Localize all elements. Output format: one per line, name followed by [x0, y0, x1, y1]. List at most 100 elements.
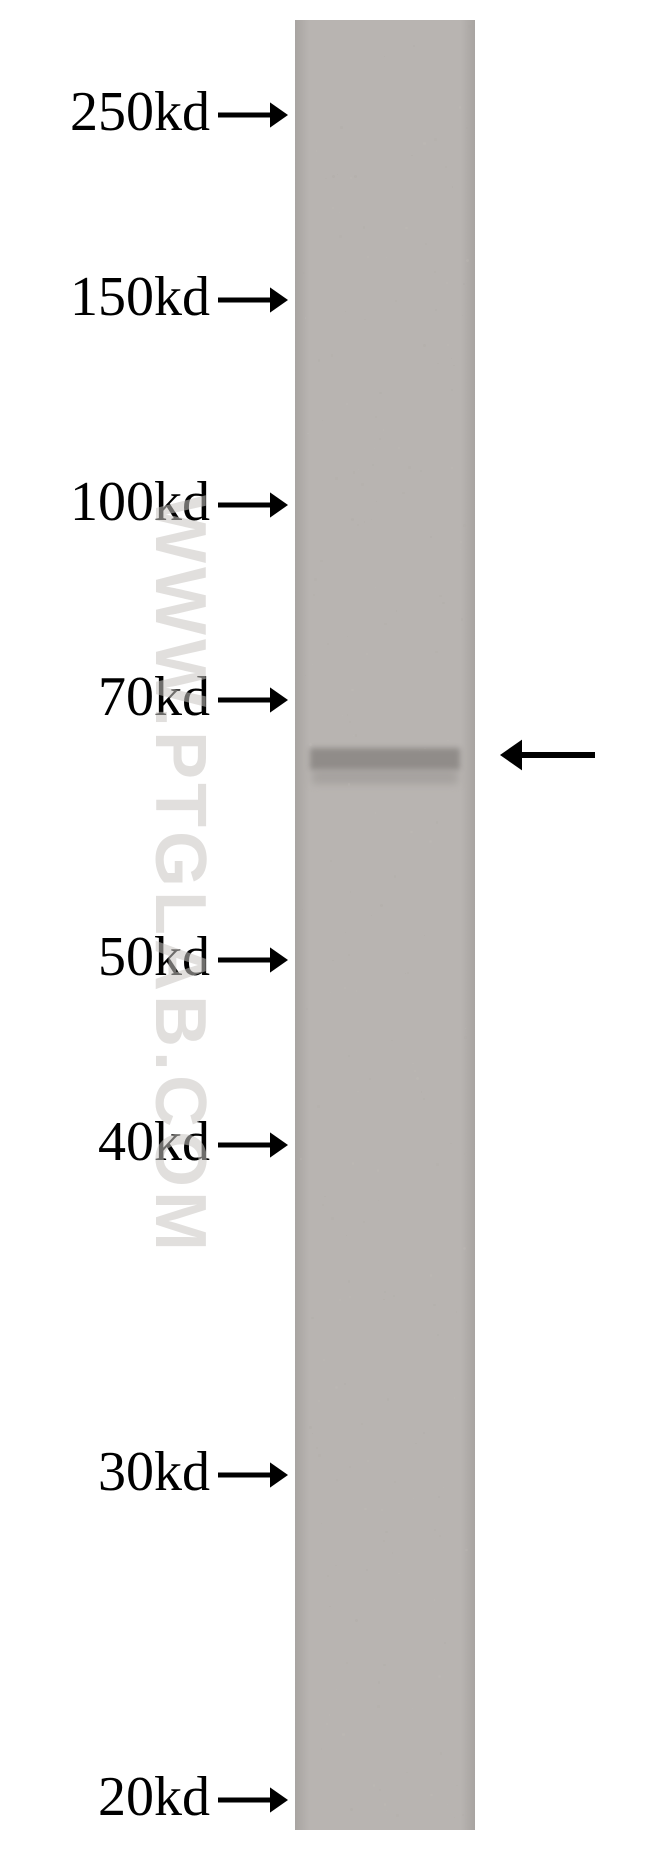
- marker-arrow-icon: [218, 942, 288, 978]
- grain-dot: [385, 1531, 387, 1533]
- marker-arrow-icon: [218, 282, 288, 318]
- grain-dot: [336, 1479, 338, 1481]
- grain-dot: [402, 492, 404, 494]
- grain-dot: [439, 1535, 441, 1537]
- grain-dot: [383, 1299, 384, 1300]
- marker-label: 150kd: [70, 265, 210, 329]
- marker-label: 20kd: [98, 1765, 210, 1829]
- grain-dot: [318, 1454, 321, 1457]
- grain-dot: [413, 45, 414, 46]
- grain-dot: [379, 392, 382, 395]
- watermark-text: WWW.PTGLAB.COM: [139, 425, 221, 1325]
- grain-dot: [305, 675, 306, 676]
- grain-dot: [438, 1675, 441, 1678]
- grain-dot: [332, 960, 333, 961]
- grain-dot: [317, 1105, 320, 1108]
- grain-dot: [435, 309, 437, 311]
- grain-dot: [375, 416, 377, 418]
- marker-arrow-icon: [218, 682, 288, 718]
- grain-dot: [373, 1784, 376, 1787]
- grain-dot: [332, 207, 334, 209]
- marker-arrow-icon: [218, 487, 288, 523]
- grain-dot: [325, 178, 326, 179]
- grain-dot: [423, 1432, 425, 1434]
- grain-dot: [366, 1569, 368, 1571]
- grain-dot: [411, 155, 413, 157]
- grain-dot: [408, 466, 411, 469]
- marker-arrow-icon: [218, 1782, 288, 1818]
- protein-band-0: [310, 748, 460, 770]
- marker-label: 40kd: [98, 1110, 210, 1174]
- grain-dot: [350, 891, 351, 892]
- marker-label: 100kd: [70, 470, 210, 534]
- grain-dot: [378, 1200, 379, 1201]
- marker-label: 30kd: [98, 1440, 210, 1504]
- grain-dot: [361, 1423, 363, 1425]
- marker-arrow-icon: [218, 97, 288, 133]
- blot-lane: [295, 20, 475, 1830]
- marker-label: 70kd: [98, 665, 210, 729]
- grain-dot: [366, 653, 368, 655]
- grain-dot: [430, 536, 432, 538]
- grain-dot: [383, 1664, 385, 1666]
- grain-dot: [344, 1383, 346, 1385]
- grain-dot: [335, 477, 338, 480]
- grain-dot: [444, 1642, 446, 1644]
- grain-dot: [445, 166, 447, 168]
- grain-dot: [463, 524, 466, 527]
- grain-dot: [433, 1304, 435, 1306]
- grain-dot: [348, 1280, 351, 1283]
- grain-dot: [384, 1291, 386, 1293]
- grain-dot: [384, 623, 386, 625]
- grain-dot: [437, 1334, 439, 1336]
- grain-dot: [463, 1247, 466, 1250]
- grain-dot: [461, 618, 463, 620]
- grain-dot: [351, 689, 353, 691]
- grain-dot: [436, 821, 438, 823]
- grain-dot: [374, 448, 375, 449]
- grain-dot: [364, 319, 365, 320]
- grain-dot: [405, 973, 406, 974]
- grain-dot: [425, 243, 427, 245]
- grain-dot: [466, 127, 468, 129]
- grain-dot: [300, 1500, 301, 1501]
- marker-label: 250kd: [70, 80, 210, 144]
- blot-container: 250kd 150kd 100kd 70kd 50kd 40kd 30kd 20…: [0, 0, 650, 1855]
- grain-dot: [330, 860, 332, 862]
- grain-dot: [406, 1772, 407, 1773]
- grain-dot: [342, 1733, 345, 1736]
- grain-dot: [347, 714, 349, 716]
- grain-dot: [348, 783, 351, 786]
- grain-dot: [447, 344, 449, 346]
- grain-dot: [456, 1311, 457, 1312]
- grain-dot: [416, 1077, 419, 1080]
- grain-dot: [318, 1400, 320, 1402]
- grain-dot: [309, 743, 312, 746]
- grain-dot: [357, 1091, 358, 1092]
- grain-dot: [322, 1204, 323, 1205]
- grain-dot: [434, 271, 436, 273]
- grain-dot: [331, 1217, 334, 1220]
- grain-dot: [345, 311, 346, 312]
- grain-dot: [351, 518, 354, 521]
- grain-dot: [420, 470, 422, 472]
- grain-dot: [429, 840, 432, 843]
- grain-dot: [330, 992, 331, 993]
- grain-dot: [377, 1705, 380, 1708]
- grain-dot: [307, 433, 308, 434]
- result-arrow: [500, 733, 595, 777]
- grain-dot: [321, 1748, 322, 1749]
- grain-dot: [434, 138, 437, 141]
- grain-dot: [361, 483, 363, 485]
- grain-dot: [350, 1808, 353, 1811]
- grain-dot: [358, 469, 359, 470]
- grain-dot: [349, 721, 351, 723]
- grain-dot: [339, 212, 340, 213]
- grain-dot: [327, 643, 329, 645]
- grain-dot: [340, 126, 343, 129]
- marker-arrow-icon: [218, 1127, 288, 1163]
- grain-dot: [395, 300, 397, 302]
- marker-arrow-icon: [218, 1457, 288, 1493]
- grain-dot: [391, 1040, 393, 1042]
- marker-label: 50kd: [98, 925, 210, 989]
